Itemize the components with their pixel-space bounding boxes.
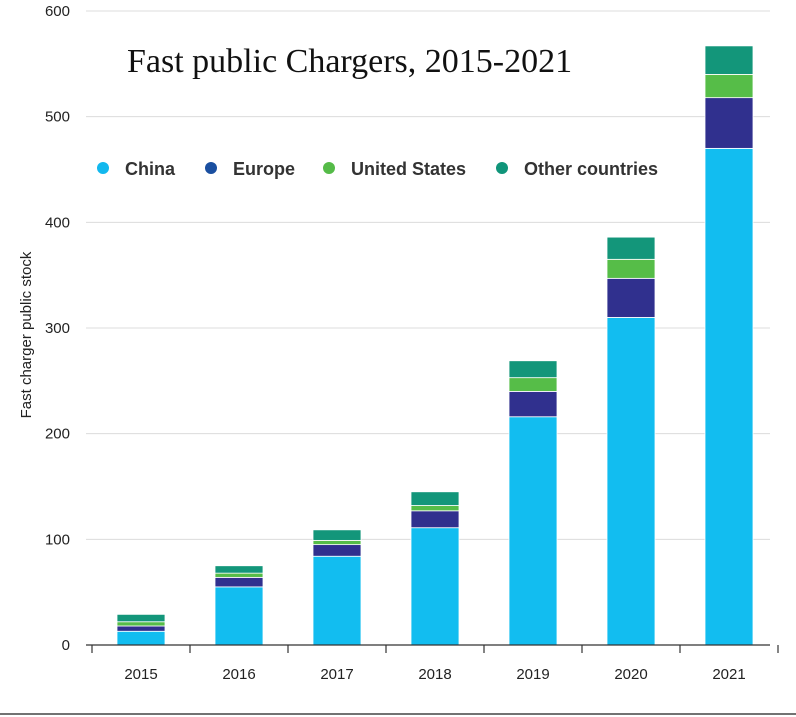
grid-lines: 0 100 200 300 400 500 600 [45, 3, 770, 654]
x-tick-label: 2021 [712, 666, 745, 683]
legend-label: Other countries [524, 159, 658, 179]
bar-segment-other-countries [116, 613, 166, 623]
x-tick-label: 2015 [124, 666, 157, 683]
bar-segment-china [704, 147, 754, 646]
bar-segment-china [214, 586, 264, 646]
y-tick-label: 500 [45, 109, 70, 126]
bar-segment-other-countries [410, 491, 460, 506]
bar-segment-europe [508, 390, 558, 418]
legend-label: China [125, 159, 176, 179]
legend-marker-united-states [323, 162, 335, 174]
x-tick-label: 2018 [418, 666, 451, 683]
y-tick-label: 400 [45, 214, 70, 231]
bar-segment-europe [312, 544, 362, 557]
bar-segment-other-countries [606, 236, 656, 260]
bar-segment-united-states [606, 258, 656, 279]
bar-segment-united-states [410, 505, 460, 512]
legend-label: Europe [233, 159, 295, 179]
bar-segment-europe [704, 97, 754, 149]
bar-segment-europe [410, 510, 460, 529]
bars-group [116, 45, 754, 646]
bar-segment-china [116, 630, 166, 646]
y-tick-label: 100 [45, 531, 70, 548]
x-tick-label: 2020 [614, 666, 647, 683]
bar-segment-united-states [508, 377, 558, 392]
bar-segment-other-countries [312, 529, 362, 541]
y-tick-label: 0 [62, 637, 70, 654]
bar-segment-other-countries [508, 360, 558, 379]
bar-segment-china [606, 317, 656, 646]
bar-segment-united-states [116, 621, 166, 627]
bar-segment-united-states [312, 539, 362, 546]
legend-marker-other-countries [496, 162, 508, 174]
bar-segment-europe [116, 625, 166, 632]
legend: China Europe United States Other countries [97, 159, 658, 179]
bar-segment-china [508, 416, 558, 646]
x-tick-label: 2016 [222, 666, 255, 683]
bar-segment-europe [214, 576, 264, 588]
x-tick-label: 2017 [320, 666, 353, 683]
bar-segment-china [410, 527, 460, 646]
legend-label: United States [351, 159, 466, 179]
bar-segment-other-countries [704, 45, 754, 75]
y-axis-label: Fast charger public stock [18, 251, 35, 418]
y-tick-label: 200 [45, 426, 70, 443]
y-tick-label: 300 [45, 320, 70, 337]
bar-segment-united-states [214, 572, 264, 578]
bar-segment-china [312, 555, 362, 646]
y-tick-label: 600 [45, 3, 70, 20]
x-tick-label: 2019 [516, 666, 549, 683]
bar-segment-united-states [704, 74, 754, 99]
legend-marker-china [97, 162, 109, 174]
legend-marker-europe [205, 162, 217, 174]
axes-group: 2015 2016 2017 2018 2019 2020 2021 [86, 644, 779, 683]
bar-segment-europe [606, 277, 656, 318]
bar-segment-other-countries [214, 565, 264, 574]
chart-title: Fast public Chargers, 2015-2021 [127, 43, 572, 80]
